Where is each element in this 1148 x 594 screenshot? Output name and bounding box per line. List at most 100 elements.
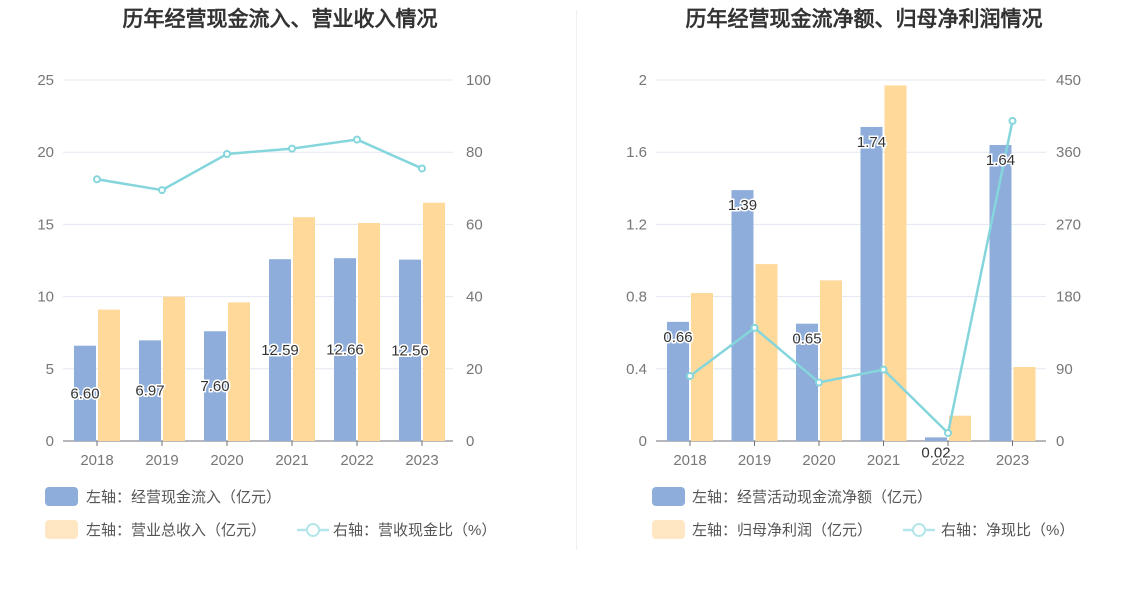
bar-primary [269, 259, 291, 441]
chart-panel-net-cash: 历年经营现金流净额、归母净利润情况 0 0.4 0.8 1.2 1.6 2 0 90 180 270… [574, 0, 1148, 589]
legend-label-line: 右轴：营收现金比（%） [333, 522, 496, 539]
ratio-line [96, 138, 423, 192]
x-tick-label: 2018 [673, 452, 706, 469]
y2-tick-label: 90 [1056, 361, 1073, 378]
bar-primary [139, 340, 161, 441]
y2-tick-label: 450 [1056, 72, 1081, 89]
bar-value-label: 7.60 [200, 378, 229, 395]
bar-value-label: 1.64 [986, 152, 1015, 169]
bar-value-label: 0.02 [921, 444, 950, 461]
x-tick-label: 2018 [80, 452, 113, 469]
bar-primary [74, 345, 96, 441]
legend-swatch-primary [45, 487, 78, 506]
ratio-point [418, 164, 426, 173]
y2-tick-label: 180 [1056, 289, 1081, 306]
ratio-line [689, 120, 1014, 436]
plot-group: 历年经营现金流入、营业收入情况 0 5 10 15 20 25 0 20 40 60 80 100 201… [37, 7, 496, 539]
legend-swatch-line-marker [306, 523, 320, 537]
y2-tick-label: 0 [1056, 433, 1064, 450]
legend-label-secondary: 左轴：营业总收入（亿元） [86, 522, 266, 539]
legend-swatch-primary [652, 487, 685, 506]
bar-secondary [423, 202, 445, 441]
ratio-point [879, 365, 888, 374]
y2-tick-label: 100 [466, 72, 491, 89]
y-tick-label: 1.2 [626, 216, 647, 233]
y-tick-label: 10 [37, 289, 54, 306]
y2-tick-label: 40 [466, 289, 483, 306]
bar-primary [731, 190, 754, 441]
cash-inflow-revenue-chart: 历年经营现金流入、营业收入情况 0 5 10 15 20 25 0 20 40 60 80 100 201… [37, 7, 496, 539]
bar-primary [925, 437, 947, 441]
bar-value-label: 12.56 [391, 342, 429, 359]
ratio-point [288, 144, 296, 153]
panel-divider [576, 10, 577, 550]
x-tick-label: 2019 [145, 452, 178, 469]
y2-tick-label: 60 [466, 216, 483, 233]
bar-secondary [884, 85, 907, 441]
bar-value-label: 6.97 [135, 383, 164, 400]
ratio-point [686, 372, 694, 381]
y-tick-label: 0.4 [626, 361, 647, 378]
ratio-point [1008, 116, 1017, 125]
bar-primary [399, 259, 421, 441]
y2-tick-label: 270 [1056, 216, 1081, 233]
chart-title: 历年经营现金流净额、归母净利润情况 [686, 7, 1043, 31]
y-tick-label: 20 [37, 144, 54, 161]
legend-swatch-line-marker [912, 523, 926, 537]
ratio-point [93, 175, 101, 184]
x-tick-label: 2020 [210, 452, 243, 469]
bar-secondary [293, 217, 315, 441]
bar-secondary [228, 302, 250, 441]
y-tick-label: 1.6 [626, 144, 647, 161]
bar-value-label: 6.60 [70, 385, 99, 402]
plot-group: 历年经营现金流净额、归母净利润情况 0 0.4 0.8 1.2 1.6 2 0 90 180 270… [626, 7, 1081, 539]
x-tick-label: 2019 [738, 452, 771, 469]
x-tick-label: 2021 [867, 452, 900, 469]
bar-primary [334, 258, 356, 441]
legend-swatch-secondary [652, 520, 685, 539]
bar-secondary [820, 280, 842, 441]
y2-tick-label: 20 [466, 361, 483, 378]
ratio-point [223, 150, 231, 159]
bar-secondary [1013, 366, 1036, 441]
y-tick-label: 2 [639, 72, 647, 89]
bar-primary [860, 126, 883, 442]
bar-secondary [755, 264, 778, 441]
bar-value-label: 12.59 [261, 342, 299, 359]
ratio-point [944, 428, 952, 437]
y-tick-label: 0 [639, 433, 647, 450]
x-tick-label: 2022 [931, 452, 964, 469]
bar-value-label: 12.66 [326, 342, 364, 359]
ratio-point [815, 378, 823, 387]
bar-primary [989, 144, 1012, 442]
bar-value-label: 1.74 [857, 134, 886, 151]
x-tick-label: 2021 [275, 452, 308, 469]
bar-secondary [358, 222, 380, 441]
y-tick-label: 0.8 [626, 289, 647, 306]
bar-value-label: 0.65 [792, 331, 821, 348]
x-tick-label: 2020 [802, 452, 835, 469]
chart-panel-cash-inflow: 历年经营现金流入、营业收入情况 0 5 10 15 20 25 0 20 40 60 80 100 201… [0, 0, 574, 589]
x-tick-label: 2022 [340, 452, 373, 469]
net-cash-profit-chart: 历年经营现金流净额、归母净利润情况 0 0.4 0.8 1.2 1.6 2 0 90 180 270… [626, 7, 1081, 539]
x-tick-label: 2023 [405, 452, 438, 469]
legend-swatch-secondary [45, 520, 78, 539]
bar-secondary [163, 296, 185, 441]
legend-label-primary: 左轴：经营现金流入（亿元） [86, 489, 281, 506]
ratio-point [353, 135, 361, 144]
legend-label-secondary: 左轴：归母净利润（亿元） [692, 522, 872, 539]
y2-tick-label: 360 [1056, 144, 1081, 161]
y-tick-label: 15 [37, 216, 54, 233]
legend-label-line: 右轴：净现比（%） [941, 522, 1074, 539]
ratio-point [750, 323, 759, 332]
chart-title: 历年经营现金流入、营业收入情况 [123, 7, 438, 31]
ratio-point [158, 186, 166, 195]
bar-value-label: 0.66 [663, 329, 692, 346]
y2-tick-label: 80 [466, 144, 483, 161]
bar-secondary [949, 415, 971, 441]
bar-primary [204, 331, 226, 441]
bar-value-label: 1.39 [728, 197, 757, 214]
bar-primary [796, 323, 818, 441]
bar-primary [667, 321, 689, 441]
bar-secondary [98, 309, 120, 441]
